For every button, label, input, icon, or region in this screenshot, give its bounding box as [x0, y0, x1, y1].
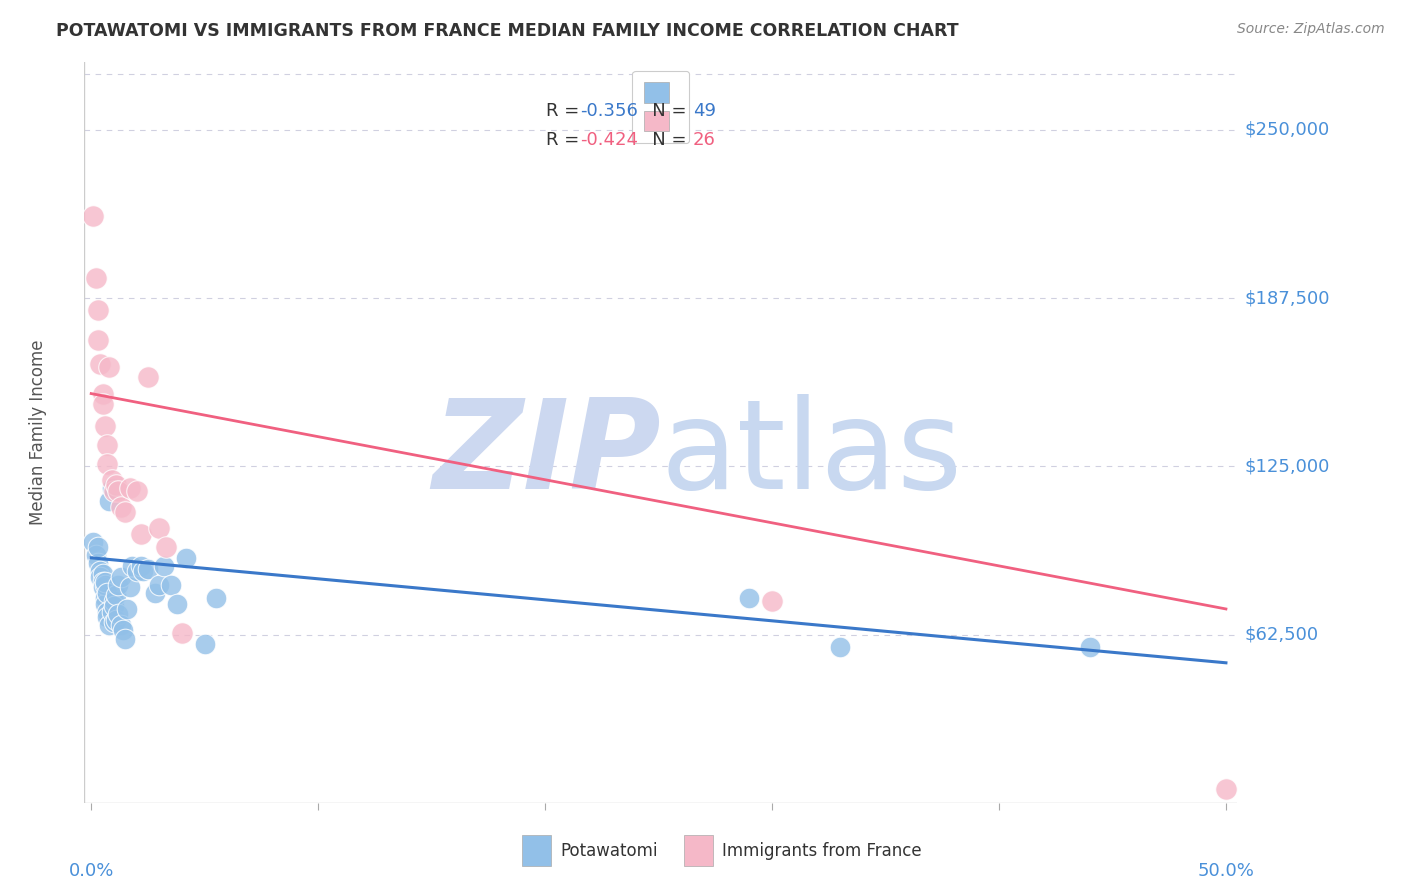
Point [89, 564, 111, 578]
Text: 26: 26 [693, 131, 716, 149]
Text: -0.356: -0.356 [581, 102, 638, 120]
Text: -0.424: -0.424 [581, 131, 638, 149]
Text: R =: R = [546, 131, 585, 149]
Point [107, 578, 129, 592]
Point [91, 581, 114, 595]
Point [159, 578, 181, 592]
Point [110, 618, 132, 632]
Point [94, 418, 117, 433]
Point [117, 602, 139, 616]
Point [132, 564, 155, 578]
Point [176, 550, 198, 565]
Point [118, 481, 141, 495]
Point [103, 615, 125, 630]
Point [82, 534, 104, 549]
Point [114, 505, 136, 519]
Point [170, 626, 193, 640]
Point [98, 618, 121, 632]
Point [84, 270, 107, 285]
Text: $187,500: $187,500 [1244, 289, 1330, 307]
Point [125, 564, 148, 578]
Point [129, 558, 152, 573]
Point [136, 561, 159, 575]
Point [148, 578, 170, 592]
Point [91, 386, 114, 401]
Point [114, 632, 136, 646]
Point [94, 575, 117, 590]
Legend: , : , [633, 70, 689, 143]
Text: Immigrants from France: Immigrants from France [721, 842, 921, 860]
Text: $62,500: $62,500 [1244, 625, 1319, 643]
Point [148, 521, 170, 535]
Point [1078, 640, 1101, 654]
Point [96, 457, 118, 471]
Point [91, 566, 114, 581]
Point [82, 209, 104, 223]
Point [96, 605, 118, 619]
Point [105, 613, 128, 627]
Point [738, 591, 761, 606]
Point [94, 578, 117, 592]
Point [107, 483, 129, 498]
Point [105, 478, 128, 492]
Text: ZIP: ZIP [432, 394, 661, 516]
Point [96, 438, 118, 452]
Text: POTAWATOMI VS IMMIGRANTS FROM FRANCE MEDIAN FAMILY INCOME CORRELATION CHART: POTAWATOMI VS IMMIGRANTS FROM FRANCE MED… [56, 22, 959, 40]
Point [761, 594, 783, 608]
Point [89, 357, 111, 371]
Bar [523, 835, 551, 866]
Point [103, 483, 125, 498]
Point [91, 397, 114, 411]
Point [94, 597, 117, 611]
Point [103, 599, 125, 614]
Point [87, 540, 110, 554]
Point [98, 494, 121, 508]
Point [143, 586, 166, 600]
Point [110, 569, 132, 583]
Text: $125,000: $125,000 [1244, 458, 1330, 475]
Point [96, 586, 118, 600]
Text: 50.0%: 50.0% [1198, 862, 1254, 880]
Text: 49: 49 [693, 102, 716, 120]
Point [89, 569, 111, 583]
Text: R =: R = [546, 102, 585, 120]
Point [107, 607, 129, 622]
Point [118, 581, 141, 595]
Point [205, 591, 228, 606]
Text: N =: N = [636, 131, 693, 149]
Point [136, 370, 159, 384]
Point [94, 591, 117, 606]
Point [91, 575, 114, 590]
Text: $250,000: $250,000 [1244, 120, 1329, 139]
Bar [683, 835, 713, 866]
Point [98, 359, 121, 374]
Point [155, 540, 177, 554]
Point [96, 610, 118, 624]
Point [100, 473, 122, 487]
Point [125, 483, 148, 498]
Point [103, 594, 125, 608]
Text: Potawatomi: Potawatomi [561, 842, 658, 860]
Text: Source: ZipAtlas.com: Source: ZipAtlas.com [1237, 22, 1385, 37]
Text: N =: N = [636, 102, 693, 120]
Point [100, 481, 122, 495]
Text: Median Family Income: Median Family Income [30, 340, 48, 525]
Point [105, 589, 128, 603]
Point [152, 558, 174, 573]
Point [87, 303, 110, 318]
Point [87, 333, 110, 347]
Point [87, 556, 110, 570]
Point [129, 526, 152, 541]
Text: atlas: atlas [661, 394, 963, 516]
Point [830, 640, 852, 654]
Point [166, 597, 188, 611]
Point [110, 500, 132, 514]
Point [100, 605, 122, 619]
Point [111, 624, 134, 638]
Point [1215, 782, 1237, 797]
Point [84, 548, 107, 562]
Point [194, 637, 217, 651]
Text: 0.0%: 0.0% [69, 862, 114, 880]
Point [121, 558, 143, 573]
